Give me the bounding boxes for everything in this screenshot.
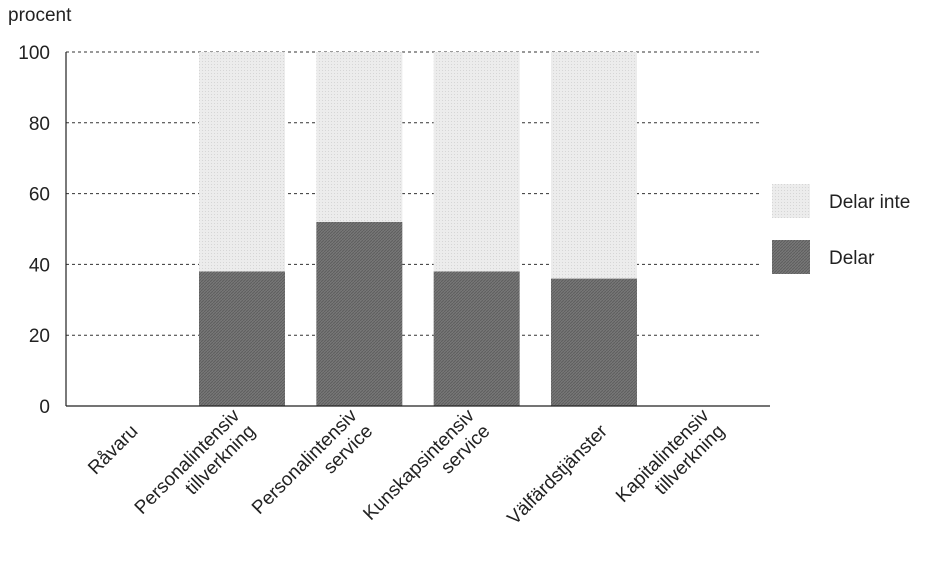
y-tick-label-2: 40 xyxy=(29,255,50,276)
y-tick-labels: 0 20 40 60 80 100 xyxy=(18,43,50,418)
bar-4-0 xyxy=(551,278,637,406)
y-tick-label-5: 100 xyxy=(18,43,50,64)
legend-label-1: Delar xyxy=(829,248,875,269)
y-tick-label-1: 20 xyxy=(29,326,50,347)
legend: Delar inte Delar xyxy=(772,184,910,274)
y-tick-label-3: 60 xyxy=(29,185,50,206)
bar-2-1 xyxy=(316,52,403,222)
bar-4-1 xyxy=(551,52,637,279)
y-tick-label-4: 80 xyxy=(29,114,50,135)
gridlines xyxy=(66,51,760,336)
x-tick-label-4: Välfärdstjänster xyxy=(504,420,613,529)
axes xyxy=(65,52,770,407)
y-axis-label: procent xyxy=(8,5,72,26)
x-tick-label-4-line-0: Välfärdstjänster xyxy=(504,420,613,529)
bar-1-0 xyxy=(199,271,285,406)
legend-label-0: Delar inte xyxy=(829,192,910,213)
x-tick-label-5: Kapitalintensivtillverkning xyxy=(612,405,729,522)
bar-2-0 xyxy=(316,221,403,406)
bars xyxy=(199,52,637,406)
bar-3-0 xyxy=(433,271,520,406)
x-tick-label-1: Personalintensivtillverkning xyxy=(131,405,260,534)
x-tick-label-3: Kunskapsintensivservice xyxy=(359,405,494,540)
legend-swatch-1 xyxy=(772,240,810,274)
x-tick-labels: RåvaruPersonalintensivtillverkningPerson… xyxy=(84,405,729,540)
x-tick-label-0: Råvaru xyxy=(84,421,142,479)
bar-1-1 xyxy=(199,52,285,272)
x-tick-label-2: Personalintensivservice xyxy=(248,405,377,534)
bar-3-1 xyxy=(433,52,520,272)
x-tick-label-0-line-0: Råvaru xyxy=(84,421,142,479)
legend-swatch-0 xyxy=(772,184,810,218)
y-tick-label-0: 0 xyxy=(39,397,50,418)
